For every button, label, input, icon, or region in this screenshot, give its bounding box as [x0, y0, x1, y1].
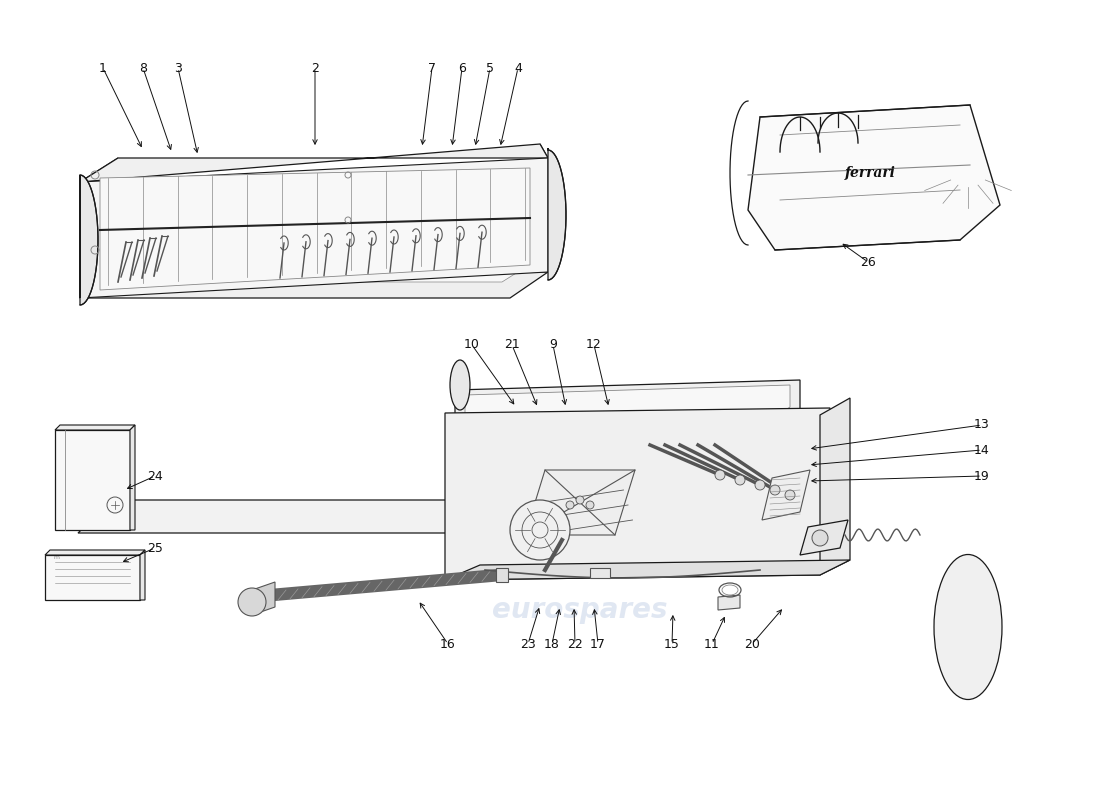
Text: 15: 15 [664, 638, 680, 650]
Text: 14: 14 [975, 443, 990, 457]
Text: 18: 18 [544, 638, 560, 650]
Polygon shape [80, 144, 548, 182]
Text: 11: 11 [704, 638, 719, 650]
Text: 12: 12 [586, 338, 602, 351]
Polygon shape [465, 385, 790, 432]
Polygon shape [525, 470, 635, 535]
Text: eurospares: eurospares [192, 201, 367, 229]
Text: 4: 4 [514, 62, 521, 74]
Text: 10: 10 [464, 338, 480, 351]
Text: ferrari: ferrari [845, 166, 895, 180]
Text: 9: 9 [549, 338, 557, 351]
Text: 2: 2 [311, 62, 319, 74]
Circle shape [755, 480, 764, 490]
Polygon shape [130, 425, 135, 530]
Polygon shape [78, 500, 544, 533]
Polygon shape [80, 158, 548, 298]
Ellipse shape [934, 554, 1002, 699]
Polygon shape [762, 470, 810, 520]
Text: eurospares: eurospares [493, 596, 668, 624]
Polygon shape [496, 568, 508, 582]
Circle shape [510, 500, 570, 560]
Text: 23: 23 [520, 638, 536, 650]
Text: 26: 26 [860, 255, 876, 269]
Text: 21: 21 [504, 338, 520, 351]
Text: 6: 6 [458, 62, 466, 74]
Polygon shape [748, 105, 1000, 250]
Text: 22: 22 [568, 638, 583, 650]
Circle shape [785, 490, 795, 500]
Polygon shape [820, 398, 850, 575]
Circle shape [566, 501, 574, 509]
Text: 1: 1 [99, 62, 107, 74]
Polygon shape [140, 550, 145, 600]
Polygon shape [800, 520, 848, 555]
Text: 3: 3 [174, 62, 182, 74]
Polygon shape [45, 555, 140, 600]
Text: 5: 5 [486, 62, 494, 74]
Text: ₘ: ₘ [53, 551, 59, 561]
Ellipse shape [450, 360, 470, 410]
Text: 20: 20 [744, 638, 760, 650]
Polygon shape [446, 560, 850, 580]
Polygon shape [455, 380, 800, 440]
Circle shape [576, 496, 584, 504]
Polygon shape [100, 168, 530, 290]
Polygon shape [590, 568, 610, 578]
Polygon shape [718, 595, 740, 610]
Polygon shape [55, 425, 135, 430]
Polygon shape [446, 408, 830, 580]
Circle shape [238, 588, 266, 616]
Text: eurospares: eurospares [532, 476, 707, 504]
Polygon shape [80, 175, 98, 305]
Polygon shape [548, 148, 566, 280]
Polygon shape [80, 272, 548, 298]
Circle shape [812, 530, 828, 546]
Circle shape [715, 470, 725, 480]
Circle shape [770, 485, 780, 495]
Text: 7: 7 [428, 62, 436, 74]
Polygon shape [252, 582, 275, 615]
Circle shape [735, 475, 745, 485]
Polygon shape [55, 430, 130, 530]
Polygon shape [88, 258, 540, 282]
Polygon shape [80, 158, 118, 298]
Text: 24: 24 [147, 470, 163, 482]
Text: 13: 13 [975, 418, 990, 431]
Polygon shape [540, 144, 548, 272]
Polygon shape [455, 415, 820, 575]
Circle shape [586, 501, 594, 509]
Text: 16: 16 [440, 638, 455, 650]
Text: 19: 19 [975, 470, 990, 482]
Polygon shape [45, 550, 145, 555]
Text: 8: 8 [139, 62, 147, 74]
Text: 25: 25 [147, 542, 163, 554]
Text: 17: 17 [590, 638, 606, 650]
